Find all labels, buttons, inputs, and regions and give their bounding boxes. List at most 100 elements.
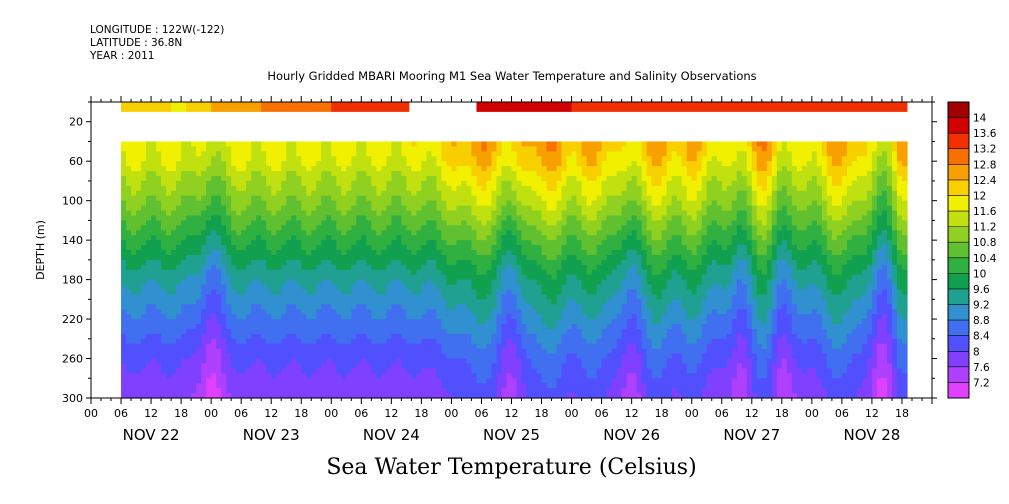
heatmap-cell [311,259,317,266]
heatmap-cell [546,358,553,365]
heatmap-cell [191,176,197,182]
heatmap-cell [246,259,252,266]
heatmap-cell [156,205,162,212]
heatmap-cell [231,205,237,212]
heatmap-cell [246,254,252,261]
heatmap-cell [266,250,272,256]
longitude-text: LONGITUDE : 122W(-122) [90,24,225,36]
heatmap-cell [171,299,177,305]
heatmap-cell [511,294,518,300]
heatmap-cell [316,259,322,266]
heatmap-cell [556,225,563,231]
heatmap-cell [166,343,172,350]
heatmap-cell [346,220,352,226]
heatmap-cell [316,319,322,325]
heatmap-cell [396,343,402,350]
heatmap-cell [351,373,357,379]
heatmap-cell [276,245,282,251]
heatmap-cell [546,205,553,212]
heatmap-cell [481,294,488,300]
heatmap-cell [226,200,232,207]
heatmap-cell [411,338,417,345]
heatmap-cell [211,166,217,172]
heatmap-cell [131,141,137,147]
heatmap-cell [231,166,237,172]
heatmap-cell [551,328,558,335]
heatmap-cell [351,269,357,276]
heatmap-cell [381,200,387,207]
heatmap-cell [261,338,267,345]
heatmap-cell [481,141,488,147]
heatmap-cell [486,333,493,340]
heatmap-cell [266,348,272,355]
heatmap-cell [516,146,523,152]
heatmap-cell [496,245,503,251]
heatmap-cell [381,333,387,340]
heatmap-cell [341,161,347,167]
heatmap-cell [206,269,212,276]
heatmap-cell [556,190,563,197]
heatmap-cell [211,319,217,325]
heatmap-cell [496,388,503,394]
heatmap-cell [446,289,453,295]
heatmap-cell [226,146,232,152]
heatmap-cell [601,141,608,147]
heatmap-cell [306,200,312,207]
heatmap-cell [476,230,483,236]
heatmap-cell [521,294,528,300]
heatmap-cell [426,309,433,315]
heatmap-cell [396,353,402,360]
heatmap-cell [516,393,523,399]
heatmap-cell [311,324,317,330]
heatmap-cell [366,338,372,345]
heatmap-cell [226,156,232,162]
heatmap-cell [521,151,528,157]
heatmap-cell [301,343,307,350]
heatmap-cell [261,146,267,152]
heatmap-cell [326,200,332,207]
heatmap-cell [281,363,287,369]
heatmap-cell [406,250,412,256]
heatmap-cell [371,215,377,221]
heatmap-cell [286,185,292,192]
heatmap-cell [271,180,277,187]
heatmap-cell [346,205,352,212]
heatmap-cell [376,378,382,384]
heatmap-cell [596,333,603,340]
heatmap-cell [501,393,508,399]
heatmap-cell [591,333,598,340]
heatmap-cell [431,348,438,355]
heatmap-cell [516,269,523,276]
heatmap-cell [471,304,478,310]
heatmap-cell [426,259,433,266]
heatmap-cell [166,151,172,157]
heatmap-cell [206,343,212,350]
heatmap-cell [571,151,578,157]
heatmap-cell [486,146,493,152]
heatmap-cell [476,383,483,389]
heatmap-cell [271,324,277,330]
heatmap-cell [226,309,232,315]
heatmap-cell [121,166,127,172]
heatmap-cell [346,225,352,231]
heatmap-cell [171,388,177,394]
heatmap-cell [161,314,167,320]
heatmap-cell [436,151,443,157]
heatmap-cell [146,393,152,399]
heatmap-cell [561,363,568,369]
heatmap-cell [526,205,533,212]
heatmap-cell [511,230,518,236]
heatmap-cell [206,220,212,226]
heatmap-cell [191,393,197,399]
heatmap-cell [346,284,352,291]
heatmap-cell [321,141,327,147]
heatmap-cell [166,176,172,182]
heatmap-cell [441,363,448,369]
heatmap-cell [501,176,508,182]
heatmap-cell [256,264,262,271]
heatmap-cell [181,383,187,389]
heatmap-cell [591,264,598,271]
heatmap-cell [571,215,578,221]
heatmap-cell [571,171,578,177]
heatmap-cell [191,190,197,197]
